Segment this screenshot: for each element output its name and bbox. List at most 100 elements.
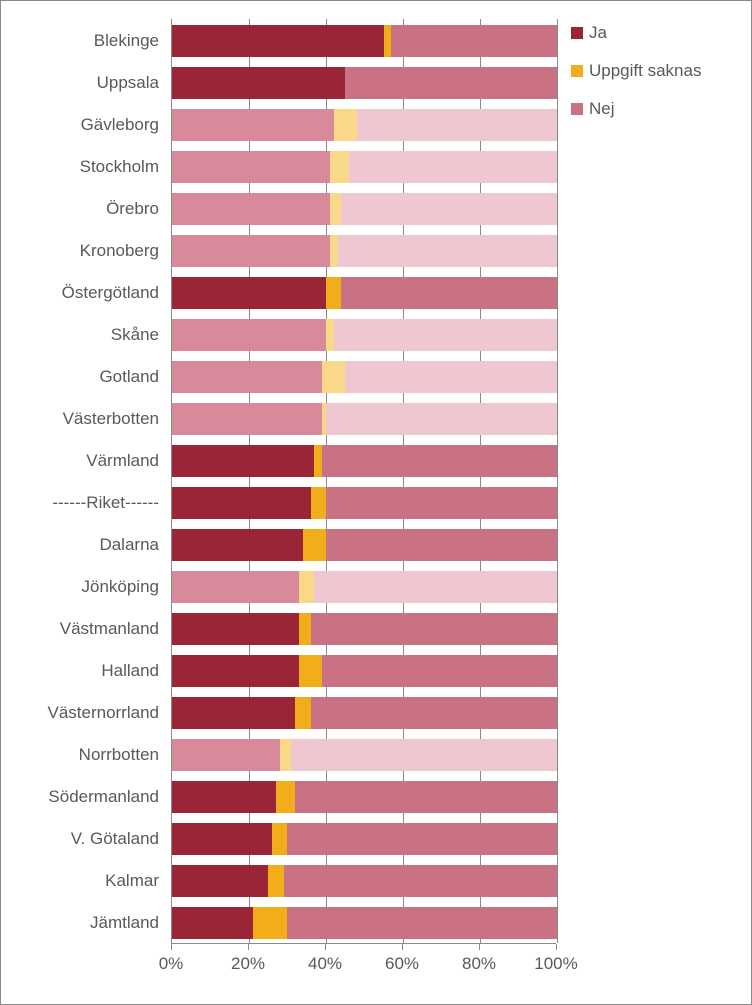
bar-segment-nej xyxy=(311,613,557,645)
bar-row xyxy=(172,697,557,729)
bar-row xyxy=(172,823,557,855)
x-tick xyxy=(325,944,326,950)
bar-segment-nej xyxy=(314,571,557,603)
bar-segment-us xyxy=(295,697,310,729)
bar-segment-ja xyxy=(172,277,326,309)
y-axis-category-label: Gotland xyxy=(1,367,159,387)
bar-segment-us xyxy=(272,823,287,855)
bar-segment-ja xyxy=(172,487,311,519)
bar-segment-ja xyxy=(172,109,334,141)
y-axis-category-label: Uppsala xyxy=(1,73,159,93)
bar-row xyxy=(172,109,557,141)
bar-segment-ja xyxy=(172,235,330,267)
bar-row xyxy=(172,319,557,351)
bar-row xyxy=(172,781,557,813)
bar-segment-ja xyxy=(172,319,326,351)
bar-segment-nej xyxy=(287,907,557,939)
bar-segment-nej xyxy=(334,319,557,351)
bar-segment-ja xyxy=(172,781,276,813)
bar-segment-ja xyxy=(172,865,268,897)
bar-segment-ja xyxy=(172,445,314,477)
bar-row xyxy=(172,151,557,183)
bar-segment-nej xyxy=(322,445,557,477)
legend-item: Nej xyxy=(571,99,701,119)
legend-swatch xyxy=(571,27,583,39)
bar-segment-us xyxy=(299,655,322,687)
bar-segment-nej xyxy=(341,277,557,309)
bar-row xyxy=(172,907,557,939)
x-axis-tick-label: 100% xyxy=(534,954,577,974)
y-axis-category-label: Östergötland xyxy=(1,283,159,303)
x-axis-tick-label: 60% xyxy=(385,954,419,974)
bar-segment-us xyxy=(330,151,349,183)
bar-segment-nej xyxy=(326,529,557,561)
bar-segment-nej xyxy=(345,67,557,99)
bar-segment-nej xyxy=(295,781,557,813)
legend-swatch xyxy=(571,103,583,115)
bar-segment-ja xyxy=(172,529,303,561)
legend-swatch xyxy=(571,65,583,77)
grid-line xyxy=(557,19,558,943)
bar-segment-nej xyxy=(284,865,557,897)
bar-segment-ja xyxy=(172,907,253,939)
bar-segment-ja xyxy=(172,655,299,687)
bar-segment-us xyxy=(322,361,345,393)
bar-segment-nej xyxy=(287,823,557,855)
y-axis-category-label: Västerbotten xyxy=(1,409,159,429)
bar-segment-us xyxy=(276,781,295,813)
y-axis-category-label: Örebro xyxy=(1,199,159,219)
bar-segment-us xyxy=(253,907,288,939)
bar-segment-ja xyxy=(172,67,345,99)
y-axis-category-label: Dalarna xyxy=(1,535,159,555)
bar-segment-ja xyxy=(172,697,295,729)
y-axis-category-label: Jönköping xyxy=(1,577,159,597)
y-axis-category-label: V. Götaland xyxy=(1,829,159,849)
bar-segment-nej xyxy=(345,361,557,393)
legend-item: Ja xyxy=(571,23,701,43)
x-tick xyxy=(479,944,480,950)
bar-row xyxy=(172,277,557,309)
bar-segment-ja xyxy=(172,613,299,645)
y-axis-category-label: Jämtland xyxy=(1,913,159,933)
x-axis-tick-label: 0% xyxy=(159,954,184,974)
y-axis-category-label: Kalmar xyxy=(1,871,159,891)
bar-row xyxy=(172,235,557,267)
chart-container: Blekinge Uppsala Gävleborg Stockholm Örebro K… xyxy=(0,0,752,1005)
bar-row xyxy=(172,655,557,687)
x-axis-tick-label: 40% xyxy=(308,954,342,974)
bar-segment-nej xyxy=(341,193,557,225)
bar-segment-us xyxy=(330,193,342,225)
bar-segment-us xyxy=(299,571,314,603)
bar-segment-nej xyxy=(322,655,557,687)
y-axis-category-label: Stockholm xyxy=(1,157,159,177)
bar-segment-us xyxy=(334,109,357,141)
bar-row xyxy=(172,529,557,561)
x-tick xyxy=(556,944,557,950)
y-axis-category-label: Kronoberg xyxy=(1,241,159,261)
bar-segment-ja xyxy=(172,403,322,435)
bar-segment-nej xyxy=(357,109,557,141)
y-axis-category-label: Blekinge xyxy=(1,31,159,51)
bar-segment-nej xyxy=(311,697,557,729)
y-axis-category-label: ------Riket------ xyxy=(1,493,159,513)
legend-label: Ja xyxy=(589,23,607,43)
bar-segment-us xyxy=(280,739,292,771)
bar-row xyxy=(172,571,557,603)
bar-segment-us xyxy=(384,25,392,57)
x-axis-tick-label: 20% xyxy=(231,954,265,974)
y-axis-category-label: Halland xyxy=(1,661,159,681)
bar-segment-ja xyxy=(172,571,299,603)
bar-segment-us xyxy=(311,487,326,519)
legend-label: Nej xyxy=(589,99,615,119)
bar-row xyxy=(172,193,557,225)
bar-row xyxy=(172,361,557,393)
bar-segment-us xyxy=(314,445,322,477)
bar-segment-ja xyxy=(172,151,330,183)
y-axis-category-label: Gävleborg xyxy=(1,115,159,135)
bar-segment-us xyxy=(303,529,326,561)
legend: JaUppgift saknasNej xyxy=(571,23,701,137)
bar-segment-ja xyxy=(172,739,280,771)
y-axis-category-label: Norrbotten xyxy=(1,745,159,765)
bar-segment-us xyxy=(326,319,334,351)
y-axis-category-label: Västmanland xyxy=(1,619,159,639)
